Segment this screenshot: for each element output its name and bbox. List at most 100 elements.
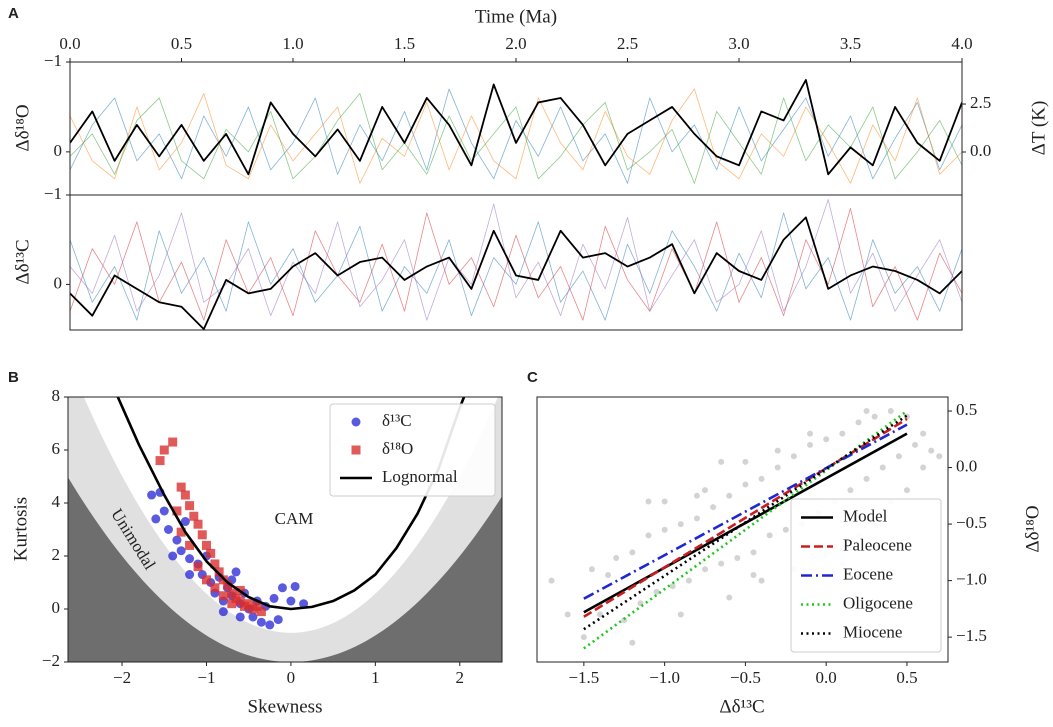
y-tick-label: 0 xyxy=(54,141,63,160)
x-tick-label: 2.0 xyxy=(505,34,526,53)
data-point xyxy=(290,581,300,591)
data-point xyxy=(185,501,195,511)
data-point xyxy=(269,593,279,603)
data-point xyxy=(645,498,652,505)
data-point xyxy=(231,567,241,577)
data-point xyxy=(774,464,781,471)
plot-frame xyxy=(536,396,949,663)
data-point xyxy=(159,445,169,455)
data-point xyxy=(879,464,886,471)
x-axis-label: Time (Ma) xyxy=(475,6,557,27)
y-axis-label: Kurtosis xyxy=(10,497,31,561)
data-line xyxy=(70,216,962,330)
data-point xyxy=(766,532,773,539)
x-tick-label: 0 xyxy=(287,668,296,687)
data-point xyxy=(774,447,781,454)
y-tick-label: 2 xyxy=(52,545,61,564)
data-line xyxy=(70,208,962,321)
data-line xyxy=(70,93,962,184)
x-tick-label: −0.5 xyxy=(730,668,761,687)
data-point xyxy=(677,521,684,528)
data-point xyxy=(702,566,709,573)
data-point xyxy=(176,527,186,537)
legend-label: Lognormal xyxy=(382,467,458,486)
legend-label: Miocene xyxy=(843,622,902,641)
data-point xyxy=(605,571,612,578)
data-point xyxy=(223,580,233,590)
panel-a-bottom-plot xyxy=(70,199,962,330)
data-point xyxy=(201,540,211,550)
y-tick-label: −1.0 xyxy=(956,570,987,589)
legend-label: δ¹³C xyxy=(382,411,412,430)
data-point xyxy=(155,456,165,466)
y-tick-label: 4 xyxy=(52,492,61,511)
data-point xyxy=(286,596,296,606)
x-tick-label: 2 xyxy=(456,668,465,687)
data-line xyxy=(70,79,962,176)
data-point xyxy=(661,498,668,505)
data-point xyxy=(218,607,228,617)
x-tick-label: −1.0 xyxy=(649,668,680,687)
legend-swatch xyxy=(351,445,361,455)
legend-swatch xyxy=(351,417,361,427)
panel-b-plot xyxy=(68,397,502,662)
panel-label: A xyxy=(8,5,19,22)
data-point xyxy=(185,540,195,550)
x-tick-label: −1 xyxy=(197,668,215,687)
data-point xyxy=(839,430,846,437)
data-point xyxy=(248,612,258,622)
data-point xyxy=(895,453,902,460)
data-line xyxy=(583,417,908,618)
data-point xyxy=(726,492,733,499)
y-axis-label: Δδ¹³C xyxy=(12,239,33,284)
legend-label: Model xyxy=(843,506,888,525)
legend-label: Eocene xyxy=(843,564,893,583)
x-tick-label: 0.0 xyxy=(816,668,837,687)
y-tick-label: 0 xyxy=(54,273,63,292)
data-point xyxy=(197,530,207,540)
data-point xyxy=(277,583,287,593)
y2-axis-label: ΔT (K) xyxy=(1028,101,1049,156)
data-point xyxy=(299,599,309,609)
data-point xyxy=(193,562,203,572)
data-point xyxy=(180,490,190,500)
data-point xyxy=(227,588,237,598)
data-point xyxy=(206,548,216,558)
data-point xyxy=(645,532,652,539)
data-point xyxy=(758,577,765,584)
data-point xyxy=(710,504,717,511)
data-line xyxy=(70,199,962,321)
x-tick-label: 0.5 xyxy=(171,34,192,53)
legend-label: δ¹⁸O xyxy=(382,439,413,458)
y2-tick-label: 0.0 xyxy=(970,141,991,160)
x-tick-label: 2.5 xyxy=(617,34,638,53)
plot-frame xyxy=(67,396,503,663)
x-tick-label: −1.5 xyxy=(568,668,599,687)
data-point xyxy=(252,601,262,611)
panel-a-top-plot xyxy=(70,79,962,184)
data-point xyxy=(936,453,943,460)
data-line xyxy=(70,88,962,184)
y-tick-label: 8 xyxy=(52,386,61,405)
data-point xyxy=(863,475,870,482)
y-tick-label: −1.5 xyxy=(956,626,987,645)
data-point xyxy=(256,607,266,617)
data-point xyxy=(588,566,595,573)
data-point xyxy=(790,453,797,460)
y-tick-label: 0.0 xyxy=(956,456,977,475)
data-point xyxy=(685,577,692,584)
data-point xyxy=(702,487,709,494)
data-point xyxy=(147,490,157,500)
x-tick-label: −2 xyxy=(113,668,131,687)
y-tick-label: 0 xyxy=(52,598,61,617)
legend-box xyxy=(329,403,496,497)
data-point xyxy=(661,526,668,533)
legend-label: Oligocene xyxy=(843,593,913,612)
data-point xyxy=(564,611,571,618)
y2-tick-label: 2.5 xyxy=(970,93,991,112)
data-point xyxy=(693,515,700,522)
data-point xyxy=(235,612,245,622)
data-point xyxy=(693,492,700,499)
data-point xyxy=(163,525,173,534)
data-point xyxy=(677,611,684,618)
